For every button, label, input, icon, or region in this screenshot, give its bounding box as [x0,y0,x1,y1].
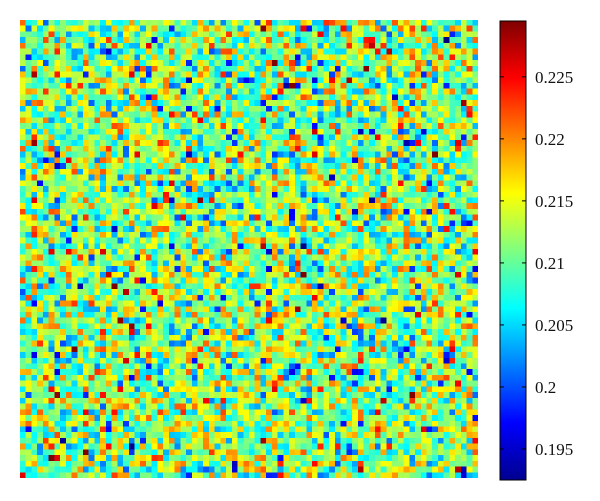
colorbar-ticks: 0.195 0.2 0.205 0.21 0.215 0.22 0.225 [500,68,573,459]
colorbar-tick-label: 0.21 [535,254,565,273]
heatmap-plot [20,20,478,478]
colorbar-tick-label: 0.2 [535,378,556,397]
colorbar-gradient [499,20,527,481]
colorbar-tick-label: 0.195 [535,440,573,459]
colorbar-tick-label: 0.225 [535,68,573,87]
colorbar-tick-label: 0.22 [535,130,565,149]
colorbar-tick-label: 0.205 [535,316,573,335]
colorbar-tick-label: 0.215 [535,192,573,211]
